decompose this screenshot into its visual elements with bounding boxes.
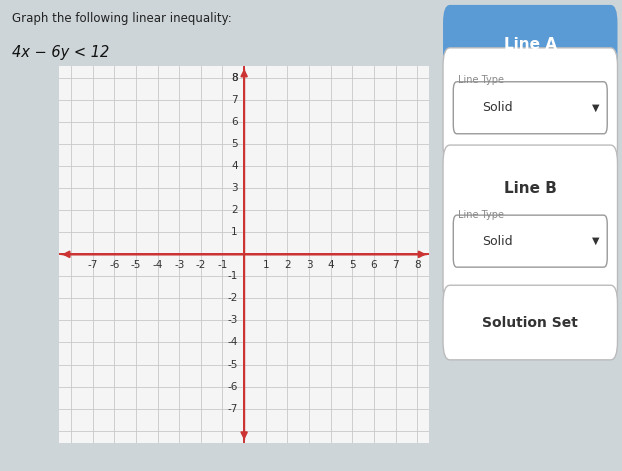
Text: -7: -7	[227, 404, 238, 414]
Text: 4: 4	[327, 260, 334, 270]
Text: 3: 3	[306, 260, 312, 270]
Text: -4: -4	[152, 260, 163, 270]
Text: 6: 6	[371, 260, 378, 270]
Text: -1: -1	[227, 271, 238, 281]
FancyBboxPatch shape	[443, 285, 618, 360]
Text: 4x − 6y < 12: 4x − 6y < 12	[12, 45, 109, 60]
Text: -5: -5	[227, 359, 238, 370]
Text: 1: 1	[262, 260, 269, 270]
Text: Line Type: Line Type	[458, 74, 508, 84]
Text: Line B: Line B	[504, 180, 557, 195]
Text: -3: -3	[174, 260, 184, 270]
FancyBboxPatch shape	[443, 5, 618, 84]
Text: 2: 2	[284, 260, 290, 270]
Text: 5: 5	[349, 260, 356, 270]
Text: -2: -2	[227, 293, 238, 303]
Text: Line A: Line A	[504, 37, 557, 52]
Text: 5: 5	[231, 139, 238, 149]
Text: -1: -1	[217, 260, 228, 270]
Text: Graph the following linear inequality:: Graph the following linear inequality:	[12, 12, 232, 25]
Text: -3: -3	[227, 316, 238, 325]
Text: 2: 2	[231, 205, 238, 215]
Text: Line Type: Line Type	[458, 210, 508, 220]
Text: Solution Set: Solution Set	[482, 316, 578, 330]
Text: -2: -2	[196, 260, 206, 270]
Text: 7: 7	[392, 260, 399, 270]
Text: -7: -7	[88, 260, 98, 270]
Text: 8: 8	[231, 73, 238, 83]
Text: Solid: Solid	[483, 235, 513, 248]
Text: 8: 8	[414, 260, 420, 270]
Text: -4: -4	[227, 338, 238, 348]
Text: ▼: ▼	[592, 236, 599, 246]
Text: 8: 8	[231, 73, 238, 83]
FancyBboxPatch shape	[453, 82, 607, 134]
Text: -5: -5	[131, 260, 141, 270]
FancyBboxPatch shape	[453, 215, 607, 267]
Text: -6: -6	[227, 382, 238, 391]
Text: Solid: Solid	[483, 101, 513, 114]
Text: 6: 6	[231, 117, 238, 127]
Text: 7: 7	[231, 95, 238, 105]
Text: 3: 3	[231, 183, 238, 193]
FancyBboxPatch shape	[443, 48, 618, 163]
FancyBboxPatch shape	[443, 145, 618, 303]
Text: ▼: ▼	[592, 103, 599, 113]
Text: -6: -6	[109, 260, 119, 270]
Text: 4: 4	[231, 161, 238, 171]
Text: 1: 1	[231, 227, 238, 237]
